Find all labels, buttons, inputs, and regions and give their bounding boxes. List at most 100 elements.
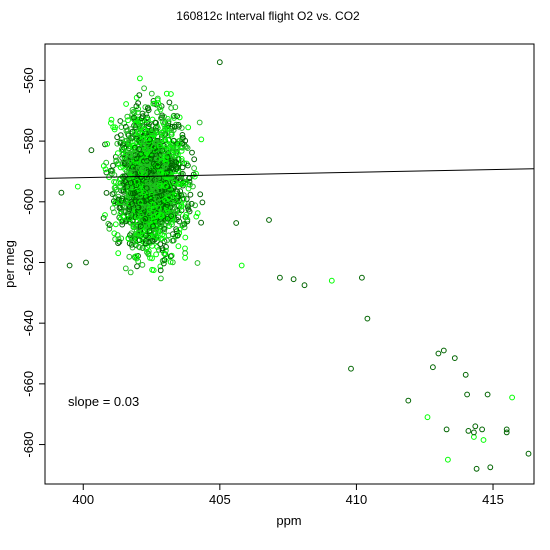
data-point xyxy=(277,274,283,281)
data-point xyxy=(125,139,132,146)
data-point xyxy=(451,355,458,362)
data-point xyxy=(160,171,167,178)
data-point xyxy=(146,209,153,216)
data-point xyxy=(183,144,190,150)
data-point xyxy=(178,125,185,131)
data-point xyxy=(182,254,189,261)
data-point xyxy=(137,75,143,82)
data-point xyxy=(156,142,163,149)
data-point xyxy=(161,233,168,239)
axes: 400 405 410 415 -560 -580 -600 -620 -640 -660 -680 xyxy=(21,67,504,507)
data-point xyxy=(146,206,153,213)
data-point xyxy=(110,124,117,130)
data-point xyxy=(138,124,145,131)
data-point xyxy=(182,179,189,186)
data-point xyxy=(158,275,164,282)
data-point xyxy=(170,127,177,134)
data-point xyxy=(113,158,120,165)
data-point xyxy=(144,135,150,142)
data-point xyxy=(117,183,123,190)
data-point xyxy=(142,215,149,222)
data-point xyxy=(158,213,164,220)
data-point xyxy=(127,215,133,222)
data-point xyxy=(129,201,135,208)
data-point xyxy=(160,225,167,232)
data-point xyxy=(186,178,193,185)
data-point xyxy=(147,195,154,202)
data-point xyxy=(175,232,181,239)
data-point xyxy=(124,113,131,120)
data-point xyxy=(133,179,140,185)
data-point xyxy=(480,437,487,443)
data-point xyxy=(157,263,164,270)
data-point xyxy=(112,124,118,131)
data-point xyxy=(115,250,122,257)
data-point xyxy=(152,140,159,146)
data-point xyxy=(155,234,162,241)
data-point xyxy=(182,234,189,241)
data-point xyxy=(165,219,171,226)
data-point xyxy=(133,255,140,262)
data-point xyxy=(187,191,194,198)
data-point xyxy=(163,90,170,97)
data-point xyxy=(471,434,477,440)
data-point xyxy=(440,347,447,354)
data-point xyxy=(159,247,166,254)
data-point xyxy=(134,139,140,146)
data-point xyxy=(170,113,177,120)
data-point xyxy=(130,109,137,115)
data-point xyxy=(179,132,186,138)
data-point xyxy=(66,262,73,269)
data-point xyxy=(509,394,515,401)
data-point xyxy=(176,218,183,225)
data-point xyxy=(163,179,169,186)
data-point xyxy=(148,127,155,134)
data-point xyxy=(159,245,166,252)
data-point xyxy=(128,180,134,186)
data-point xyxy=(172,192,179,199)
x-tick-label: 405 xyxy=(209,492,231,507)
data-point xyxy=(137,192,144,199)
data-point xyxy=(167,253,174,260)
data-point xyxy=(103,159,110,166)
data-point xyxy=(185,201,192,208)
data-point xyxy=(146,185,153,192)
data-point xyxy=(136,186,143,192)
slope-annotation: slope = 0.03 xyxy=(68,394,139,409)
data-point xyxy=(198,136,205,143)
data-point xyxy=(143,232,149,239)
data-point xyxy=(182,137,189,144)
data-point xyxy=(148,129,155,136)
data-point xyxy=(154,172,161,179)
data-point xyxy=(348,365,354,372)
data-point xyxy=(144,119,150,126)
data-point xyxy=(149,238,156,244)
data-point xyxy=(169,123,176,130)
data-point xyxy=(112,221,119,228)
data-point xyxy=(443,426,450,433)
data-point xyxy=(149,266,156,273)
data-point xyxy=(141,216,148,223)
data-point xyxy=(175,243,182,250)
data-point xyxy=(193,213,200,220)
data-point xyxy=(120,147,127,154)
data-point xyxy=(173,159,180,166)
data-point xyxy=(169,237,176,244)
data-point xyxy=(139,113,146,120)
data-point xyxy=(162,148,168,155)
data-point xyxy=(121,120,128,127)
data-point xyxy=(117,175,124,182)
data-point xyxy=(238,262,245,269)
data-point xyxy=(465,428,472,434)
data-point xyxy=(163,244,169,250)
data-point xyxy=(171,123,178,130)
data-point xyxy=(162,136,168,142)
data-point xyxy=(133,253,140,260)
y-tick-label: -560 xyxy=(21,67,36,93)
data-point xyxy=(141,85,148,92)
data-point xyxy=(143,202,150,209)
data-point xyxy=(146,136,153,143)
data-point xyxy=(131,178,138,185)
data-point xyxy=(83,259,89,266)
data-point xyxy=(124,178,131,185)
